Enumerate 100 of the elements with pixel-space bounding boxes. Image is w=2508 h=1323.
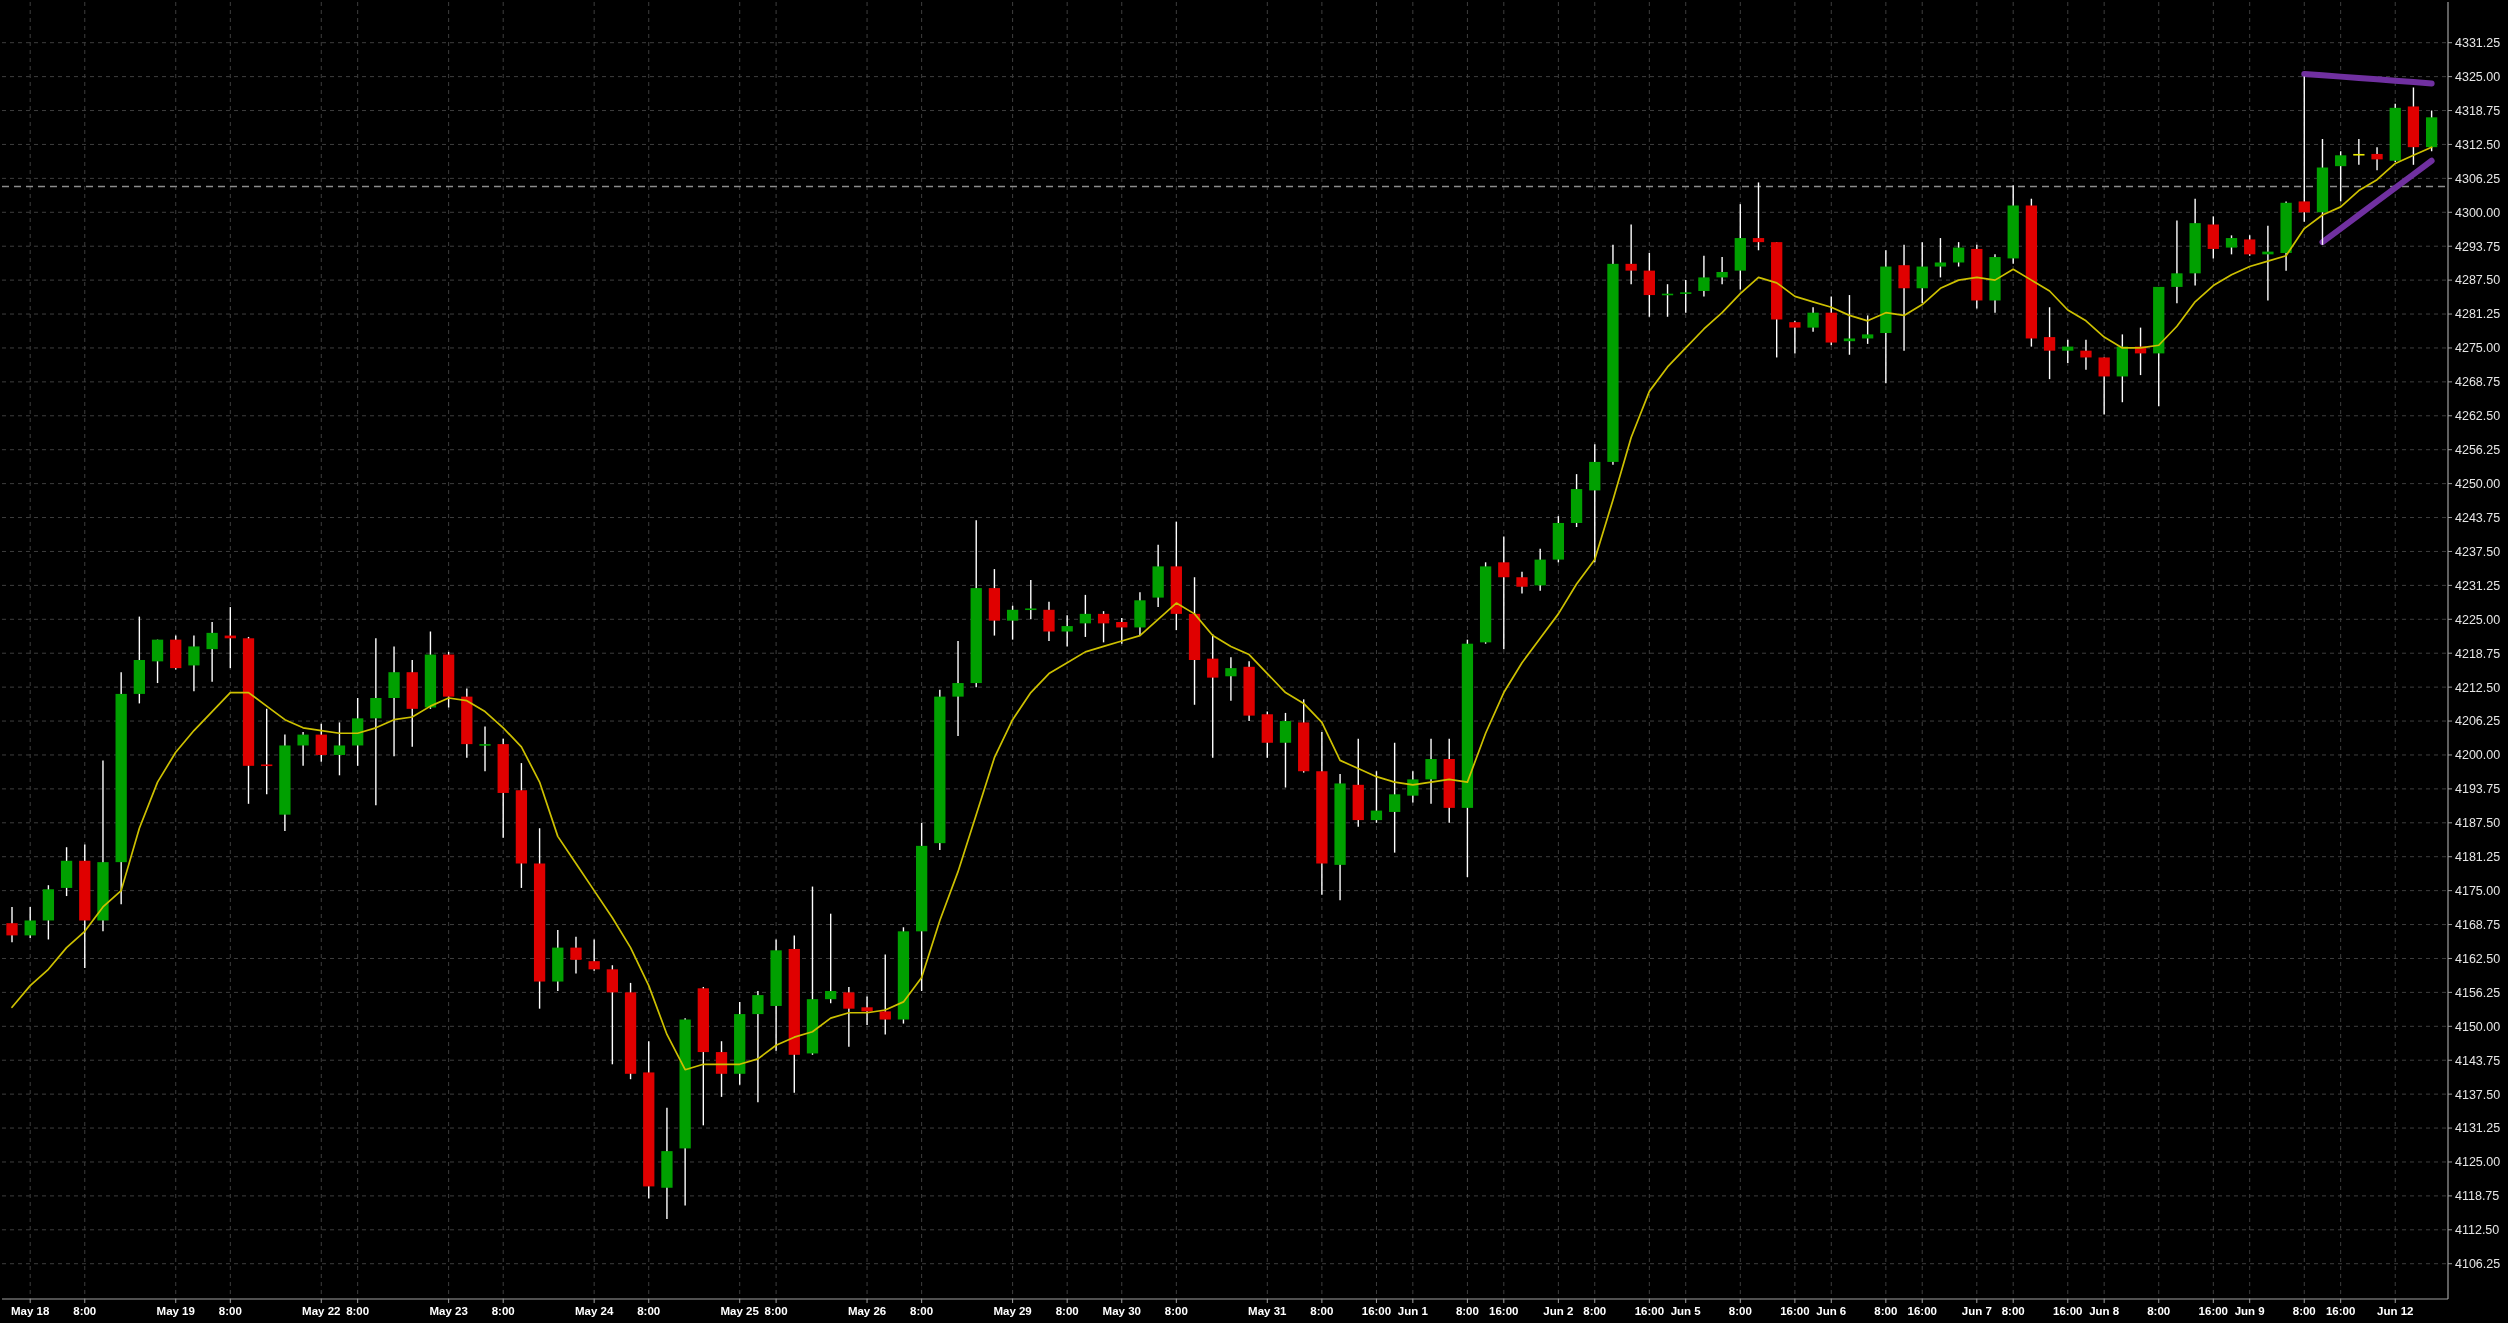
candlestick [1752,181,1765,251]
x-tick-label: 8:00 [637,1305,661,1317]
y-tick-label: 4306.25 [2455,171,2501,186]
x-tick-label: Jun 7 [1961,1305,1992,1317]
candlestick [479,725,491,772]
y-tick-label: 4131.25 [2455,1121,2501,1136]
candlestick [1043,600,1055,642]
y-tick-label: 4150.00 [2455,1019,2501,1034]
candlestick [752,990,764,1103]
candlestick [2062,339,2074,364]
candlestick [1225,656,1237,702]
candlestick [1498,535,1510,650]
x-tick-label: Jun 1 [1397,1305,1429,1317]
candlestick [2098,356,2110,416]
x-tick-label: 8:00 [491,1305,515,1317]
candlestick [606,964,618,1065]
x-tick-label: 8:00 [1874,1305,1898,1317]
candlestick [1516,571,1528,595]
candlestick [1698,255,1710,298]
x-tick-label: 16:00 [1907,1305,1937,1317]
y-tick-label: 4106.25 [2455,1257,2501,1272]
x-tick-label: 8:00 [2292,1305,2316,1317]
y-tick-label: 4218.75 [2455,646,2501,661]
candlestick [861,995,873,1026]
y-tick-label: 4137.50 [2455,1087,2501,1102]
candlestick [151,638,164,684]
x-tick-label: 16:00 [1634,1305,1665,1317]
y-tick-label: 4250.00 [2455,477,2501,491]
x-tick-label: 8:00 [218,1305,242,1317]
y-tick-label: 4231.25 [2455,578,2501,593]
y-tick-label: 4168.75 [2455,917,2501,932]
y-tick-label: 4287.50 [2455,273,2501,288]
candlestick [2080,339,2092,371]
candlestick [370,637,382,806]
x-tick-label: 8:00 [346,1305,370,1317]
candlestick [188,634,200,692]
x-tick-label: 16:00 [1780,1305,1810,1317]
y-tick-label: 4300.00 [2455,205,2501,220]
x-tick-label: 8:00 [1455,1305,1479,1317]
candlestick [24,906,36,939]
y-tick-label: 4206.25 [2455,714,2501,729]
candlestick [825,913,837,1004]
y-tick-label: 4112.50 [2455,1223,2500,1238]
candlestick [297,731,309,767]
x-tick-label: May 22 [302,1305,341,1317]
x-tick-label: 8:00 [1055,1305,1079,1317]
x-tick-label: Jun 9 [2234,1305,2265,1317]
candlestick [1279,712,1292,789]
candlestick [2225,234,2238,256]
y-tick-label: 4243.75 [2455,510,2501,525]
y-tick-label: 4331.25 [2455,36,2501,51]
y-tick-label: 4237.50 [2455,544,2501,559]
y-tick-label: 4200.00 [2455,748,2501,763]
candlestick [1716,256,1728,285]
x-tick-label: 8:00 [910,1305,934,1317]
y-tick-label: 4256.25 [2455,443,2501,458]
candlestick [879,953,891,1036]
x-tick-label: May 19 [156,1305,195,1317]
candlestick [952,640,964,737]
y-tick-label: 4268.75 [2455,375,2501,390]
y-tick-label: 4143.75 [2455,1053,2501,1068]
candlestick [261,708,273,796]
candlestick [1370,770,1383,824]
x-tick-label: 8:00 [764,1305,788,1317]
candlestick [1207,633,1219,759]
y-tick-label: 4318.75 [2455,103,2501,118]
x-tick-label: 8:00 [1583,1305,1607,1317]
x-tick-label: May 18 [11,1305,50,1317]
candlestick [2371,146,2383,171]
x-tick-label: 8:00 [1310,1305,1334,1317]
x-tick-label: 8:00 [2001,1305,2025,1317]
candlestick [1843,294,1856,356]
x-tick-label: 16:00 [2325,1305,2356,1317]
y-tick-label: 4312.50 [2455,137,2501,152]
x-tick-label: 8:00 [1728,1305,1752,1317]
candlestick [843,986,855,1048]
y-tick-label: 4162.50 [2455,951,2501,966]
candlestick [1898,244,1910,352]
candlestick [1789,320,1801,355]
y-tick-label: 4175.00 [2455,884,2501,899]
x-tick-label: May 30 [1102,1305,1141,1317]
candlestick [1407,770,1419,804]
x-tick-label: Jun 12 [2377,1305,2414,1317]
x-tick-label: Jun 2 [1543,1305,1574,1317]
x-tick-label: May 25 [720,1305,760,1317]
candlestick [1006,605,1019,641]
candlestick [2244,234,2256,257]
candlestick [1916,241,1928,304]
candlestick [715,1040,728,1098]
candlestick [2335,150,2347,203]
y-tick-label: 4293.75 [2455,239,2501,254]
candlestick [206,621,218,683]
candlestick [1680,279,1692,314]
x-tick-label: 16:00 [2053,1305,2083,1317]
candlestick [1862,314,1874,345]
candlestick [333,721,346,777]
candlestick [1952,241,1965,268]
y-tick-label: 4125.00 [2455,1155,2501,1170]
x-tick-label: 16:00 [2198,1305,2229,1317]
candlestick [1625,223,1637,285]
